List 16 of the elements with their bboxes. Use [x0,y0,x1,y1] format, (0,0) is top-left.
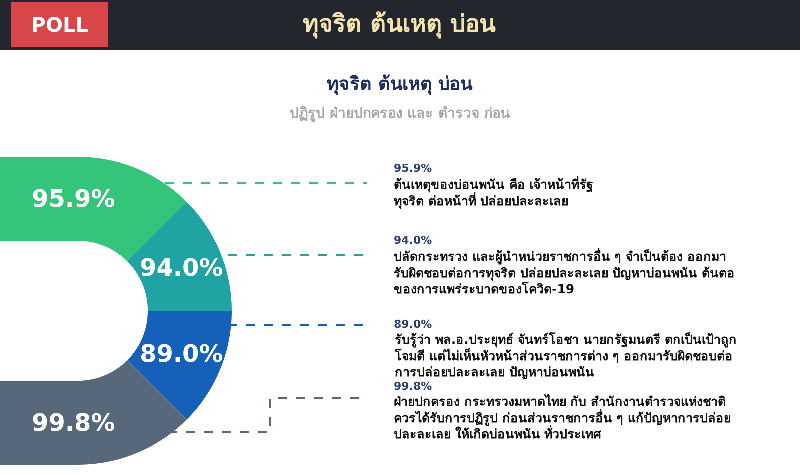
category-label: รับรู้ว่า พล.อ.ประยุทธ์ จันทร์โอชา นายกรัฐมนตรี ตกเป็นเป้าถูก โจมตี แต่ไม่เห็นหัวหน้าส่วนราชการต่าง ๆ ออกมารับผิดชอบต่อ การปล่อยปละละเลย ปัญหาบ่อนพนัน [394,332,737,380]
text: 94.0% [140,254,224,282]
data-label: 95.9% [394,162,432,175]
data-label: 99.8% [394,380,432,393]
text: 89.0% [140,340,224,368]
text: 99.8% [32,409,116,437]
text: 95.9% [32,185,116,213]
text: ปฏิรูป ฝ่ายปกครอง และ ตำรวจ ก่อน [290,106,510,122]
data-label: 89.0% [394,318,432,331]
category-label: ปลัดกระทรวง และผู้นำหน่วยราชการอื่น ๆ จำเป็นต้อง ออกมา รับผิดชอบต่อการทุจริต ปล่อยปละละเลย ปัญหาบ่อนพนัน ต้นตอ ของการแพร่ระบาดของโควิด-19 [394,248,736,296]
category-label: ต้นเหตุของบ่อนพนัน คือ เจ้าหน้าที่รัฐ ทุจริต ต่อหน้าที่ ปล่อยปละละเลย [394,176,594,210]
text: ทุจริต ต้นเหตุ บ่อน [327,74,474,96]
category-label: ฝ่ายปกครอง กระทรวงมหาดไทย กับ สำนักงานตำรวจแห่งชาติ ควรได้รับการปฏิรูป ก่อนส่วนราชการอื่น ๆ แก้ปัญหาการปล่อย ปละละเลย ให้เกิดบ่อนพนัน ทั่วประเทศ [394,394,732,442]
data-label: 94.0% [394,234,432,247]
text: ทุจริต ต้นเหตุ บ่อน [303,10,497,40]
text: POLL [31,13,89,37]
